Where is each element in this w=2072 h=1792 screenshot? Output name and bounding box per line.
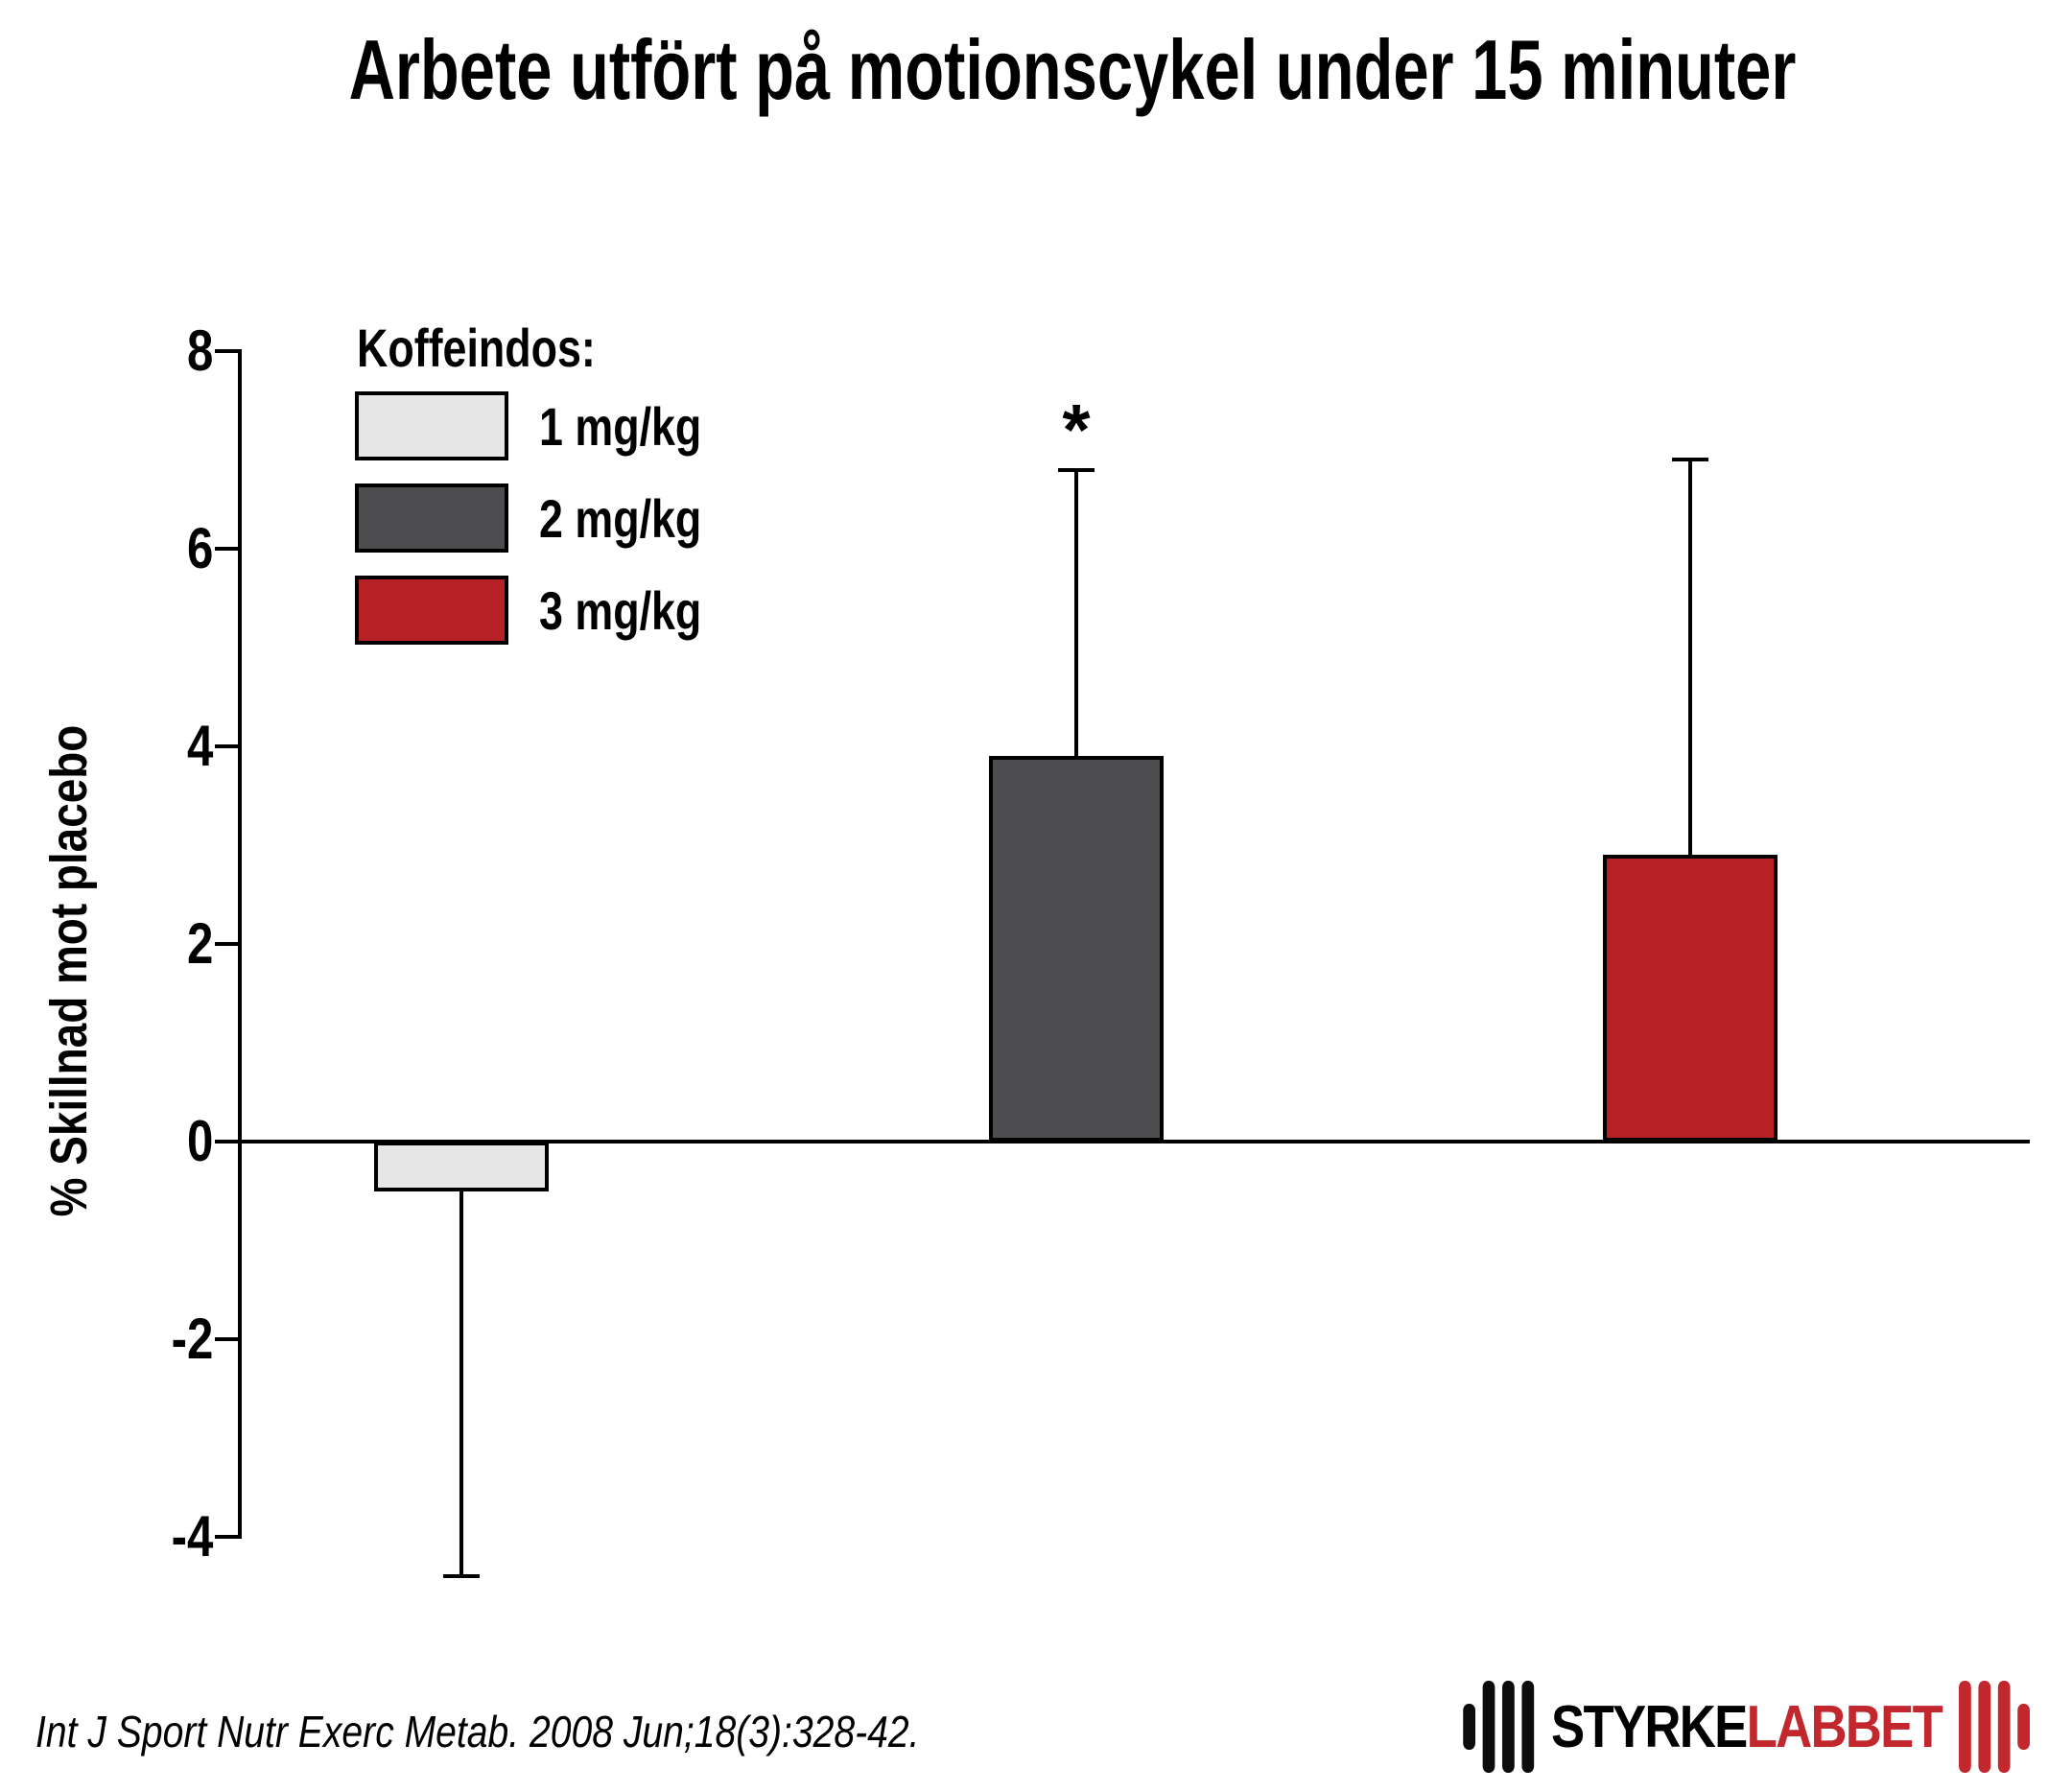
y-tick (215, 1535, 238, 1539)
barbell-left-icon (1463, 1681, 1535, 1773)
legend-swatch-2mgkg (355, 483, 508, 553)
legend: Koffeindos: 1 mg/kg 2 mg/kg 3 mg/kg (355, 317, 742, 668)
legend-label-2mgkg: 2 mg/kg (539, 487, 702, 549)
citation: Int J Sport Nutr Exerc Metab. 2008 Jun;1… (35, 1707, 920, 1757)
y-tick (215, 744, 238, 748)
y-axis-line (238, 349, 242, 1539)
y-tick-label: 0 (186, 1109, 213, 1173)
error-whisker (1074, 469, 1078, 757)
error-whisker (459, 1191, 463, 1577)
y-tick-label: 4 (186, 714, 213, 778)
y-tick (215, 1337, 238, 1341)
error-whisker (1688, 460, 1692, 856)
legend-item-1mgkg: 1 mg/kg (355, 391, 742, 460)
error-whisker-cap (1058, 467, 1095, 472)
y-tick (215, 1140, 238, 1144)
bar-2-mg-kg (989, 756, 1164, 1142)
significance-star: * (1062, 389, 1091, 470)
x-axis-zero-line (238, 1140, 2030, 1144)
error-whisker-cap (1672, 458, 1708, 462)
legend-label-3mgkg: 3 mg/kg (539, 579, 702, 641)
chart-title: Arbete utfört på motionscykel under 15 m… (348, 22, 1797, 117)
logo-text: STYRKELABBET (1551, 1693, 1943, 1760)
y-tick-label: 6 (186, 516, 213, 580)
legend-item-2mgkg: 2 mg/kg (355, 483, 742, 553)
legend-item-3mgkg: 3 mg/kg (355, 576, 742, 645)
y-tick-label: 8 (186, 318, 213, 383)
styrkelabbet-logo: STYRKELABBET (1463, 1677, 2030, 1777)
bar-3-mg-kg (1603, 855, 1778, 1142)
y-tick-label: -2 (171, 1307, 213, 1371)
y-tick (215, 942, 238, 946)
barbell-right-icon (1959, 1681, 2030, 1773)
legend-swatch-1mgkg (355, 391, 508, 460)
legend-label-1mgkg: 1 mg/kg (539, 395, 702, 457)
bar-1-mg-kg (374, 1142, 549, 1191)
y-tick-label: 2 (186, 911, 213, 976)
legend-swatch-3mgkg (355, 576, 508, 645)
y-tick (215, 547, 238, 551)
legend-title: Koffeindos: (357, 318, 596, 378)
y-tick-label: -4 (171, 1504, 213, 1568)
error-whisker-cap (443, 1574, 480, 1579)
y-tick (215, 349, 238, 353)
